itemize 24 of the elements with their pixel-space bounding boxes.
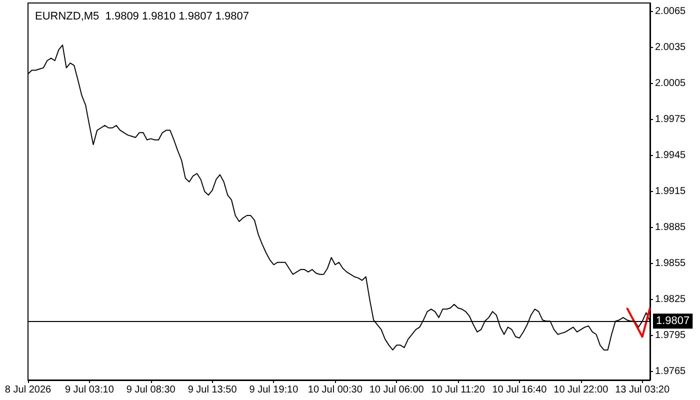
y-tick-label: 1.9915 bbox=[655, 186, 686, 197]
y-tick-label: 2.0035 bbox=[655, 42, 686, 53]
y-tick-label: 1.9885 bbox=[655, 222, 686, 234]
x-tick-label: 9 Jul 19:10 bbox=[249, 384, 299, 396]
x-tick-label: 9 Jul 13:50 bbox=[188, 384, 238, 396]
x-tick-label: 9 Jul 03:10 bbox=[64, 384, 114, 396]
x-tick-label: 10 Jul 11:20 bbox=[431, 384, 486, 396]
x-tick-label: 8 Jul 2026 bbox=[4, 384, 52, 396]
x-tick-label: 10 Jul 06:00 bbox=[369, 384, 424, 396]
x-tick-label: 10 Jul 00:30 bbox=[308, 384, 363, 396]
y-tick-label: 1.9825 bbox=[655, 294, 686, 306]
x-tick-label: 9 Jul 08:30 bbox=[126, 384, 176, 396]
ref-line-label: 1.9807 bbox=[656, 315, 690, 328]
x-tick-label: 13 Jul 03:20 bbox=[615, 384, 670, 396]
text: EURNZD,M5 1.9809 1.9810 1.9807 1.9807 bbox=[35, 10, 250, 22]
y-tick-label: 2.0065 bbox=[655, 6, 686, 17]
x-tick-label: 10 Jul 22:00 bbox=[554, 384, 609, 396]
y-tick-label: 1.9945 bbox=[655, 150, 686, 161]
y-tick-label: 1.9855 bbox=[655, 258, 686, 270]
y-tick-label: 1.9975 bbox=[655, 114, 686, 125]
x-tick-label: 10 Jul 16:40 bbox=[492, 384, 548, 396]
y-tick-label: 2.0005 bbox=[655, 78, 686, 89]
y-tick-label: 1.9795 bbox=[655, 330, 686, 342]
y-tick-label: 1.9765 bbox=[655, 366, 686, 378]
